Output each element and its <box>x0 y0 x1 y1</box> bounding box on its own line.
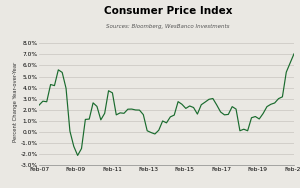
Y-axis label: Percent Change Year-over-Year: Percent Change Year-over-Year <box>13 61 18 142</box>
Text: Sources: Bloomberg, WesBanco Investments: Sources: Bloomberg, WesBanco Investments <box>106 24 230 30</box>
Text: Consumer Price Index: Consumer Price Index <box>104 6 232 16</box>
